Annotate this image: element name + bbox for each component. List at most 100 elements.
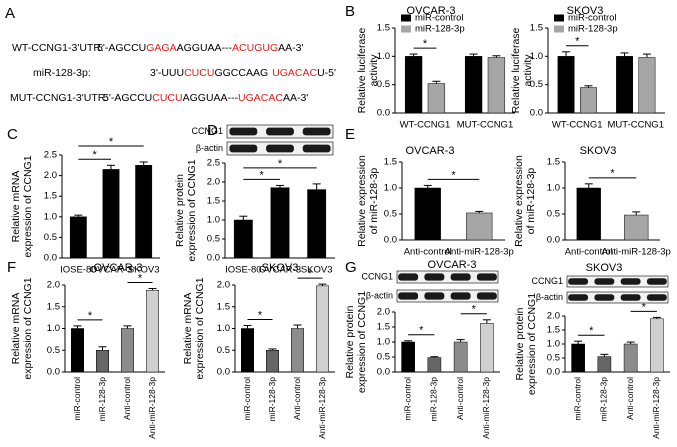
y-tick-label: 1.0 [547, 339, 560, 350]
y-tick-label: 2.5 [207, 158, 220, 169]
y-tick-label: 0.5 [47, 345, 60, 356]
y-tick-label: 0.0 [207, 253, 220, 264]
bar [623, 343, 638, 373]
y-tick-label: 0.5 [44, 232, 57, 243]
error-bar [456, 339, 465, 342]
x-tick-label: Anti-miR-128-3p [481, 377, 491, 439]
blot-frame [396, 289, 499, 303]
y-tick-label: 1.0 [384, 183, 397, 194]
legend-swatch [401, 25, 411, 33]
significance-star: * [589, 325, 594, 337]
y-tick-label: 0.5 [377, 79, 390, 90]
significance-star: * [88, 310, 93, 322]
x-tick-label: IOSE-80 [225, 265, 261, 276]
y-axis-label: expression of CCNG1 [22, 155, 34, 257]
legend-label: miR-control [568, 13, 617, 24]
bar [233, 219, 253, 259]
bar [71, 328, 84, 373]
error-bar [475, 210, 484, 213]
error-bar [74, 214, 83, 217]
blot-label: CCNG1 [531, 276, 563, 286]
bar [316, 285, 329, 373]
significance-star: * [575, 36, 580, 48]
blot-band [229, 127, 258, 136]
error-bar [600, 353, 609, 357]
significance-star: * [472, 304, 477, 316]
sequence-label: MUT-CCNG1-3'UTR: [10, 92, 108, 104]
bar [270, 187, 290, 259]
blot-band [302, 144, 331, 153]
sequence-part: UGACAC [238, 92, 283, 104]
x-tick-label: Anti-miR-128-3p [602, 247, 671, 258]
blot-label: CCNG1 [361, 271, 393, 281]
y-tick-label: 0.5 [377, 352, 390, 363]
x-tick-label: miR-128-3p [97, 377, 107, 422]
sequence-part: CUCU [152, 92, 182, 104]
error-bar [409, 53, 418, 57]
bar [401, 341, 415, 373]
sequence-part: AGGUAA--- [177, 42, 233, 54]
y-axis-label: of miR-128-3p [525, 168, 537, 235]
blot-band [302, 127, 331, 136]
x-tick-label: miR-control [572, 377, 582, 421]
blot-band [266, 144, 294, 153]
y-tick-label: 1.5 [547, 325, 560, 336]
x-tick-label: Anti-control [292, 377, 302, 420]
y-tick-label: 2.0 [207, 177, 220, 188]
bar [414, 187, 441, 241]
significance-star: * [138, 272, 143, 284]
panel-label: C [7, 126, 18, 143]
error-bar [404, 340, 413, 342]
blot-band [450, 292, 471, 300]
y-axis-label: Relative mRNA [182, 293, 194, 365]
error-bar [423, 184, 432, 188]
blot-band [476, 292, 497, 300]
x-tick-label: SKOV3 [301, 265, 333, 276]
y-axis-label: Relative protein [344, 305, 356, 378]
x-tick-label: MUT-CCNG1 [608, 120, 664, 131]
blot-label: β-actin [536, 292, 563, 302]
x-tick-label: OVCAR-3 [259, 265, 301, 276]
bar [453, 341, 468, 373]
blot-band [229, 144, 258, 153]
y-tick-label: 1.5 [530, 23, 543, 34]
error-bar [492, 55, 501, 58]
significance-star: * [642, 301, 647, 313]
y-tick-label: 1.0 [547, 183, 560, 194]
bar [266, 350, 279, 373]
error-bar [276, 184, 284, 188]
x-tick-label: WT-CCNG1 [400, 120, 451, 131]
y-tick-label: 1.5 [384, 157, 397, 168]
y-tick-label: 0.5 [207, 234, 220, 245]
x-tick-label: Anti-control [122, 377, 132, 420]
blot-band [620, 278, 641, 285]
blot-band [398, 273, 419, 281]
sequence: 5'-AGCCUCUCUAGGUAA---UGACACAA-3' [103, 92, 308, 104]
sequence-label: WT-CCNG1-3'UTR: [12, 42, 104, 54]
x-tick-label: miR-128-3p [429, 377, 439, 422]
blot-band [266, 127, 294, 136]
legend-label: miR-128-3p [415, 24, 465, 35]
significance-star: * [109, 136, 114, 148]
error-bar [432, 80, 441, 84]
legend-swatch [401, 14, 411, 22]
y-tick-label: 0.0 [547, 367, 560, 378]
error-bar [482, 319, 491, 324]
blot-band [646, 278, 667, 285]
error-bar [642, 53, 651, 58]
legend-label: miR-control [415, 13, 464, 24]
x-tick-label: WT-CCNG1 [552, 120, 603, 131]
y-tick-label: 1.5 [207, 196, 220, 207]
sequence: 5'-AGCCUGAGAAGGUAA---ACUGUGAA-3' [97, 42, 303, 54]
y-tick-label: 2.0 [217, 280, 230, 291]
y-tick-label: 0.5 [547, 353, 560, 364]
blot-label: β-actin [196, 143, 223, 153]
blot-band [568, 278, 589, 285]
blot-label: CCNG1 [191, 126, 223, 136]
blot-label: β-actin [366, 290, 393, 300]
y-axis-label: activity [368, 54, 380, 87]
sequence-part: 3'-UUU [150, 67, 184, 79]
chart-title: OVCAR-3 [407, 5, 456, 17]
bar [307, 189, 327, 259]
legend-label: miR-128-3p [568, 24, 618, 35]
